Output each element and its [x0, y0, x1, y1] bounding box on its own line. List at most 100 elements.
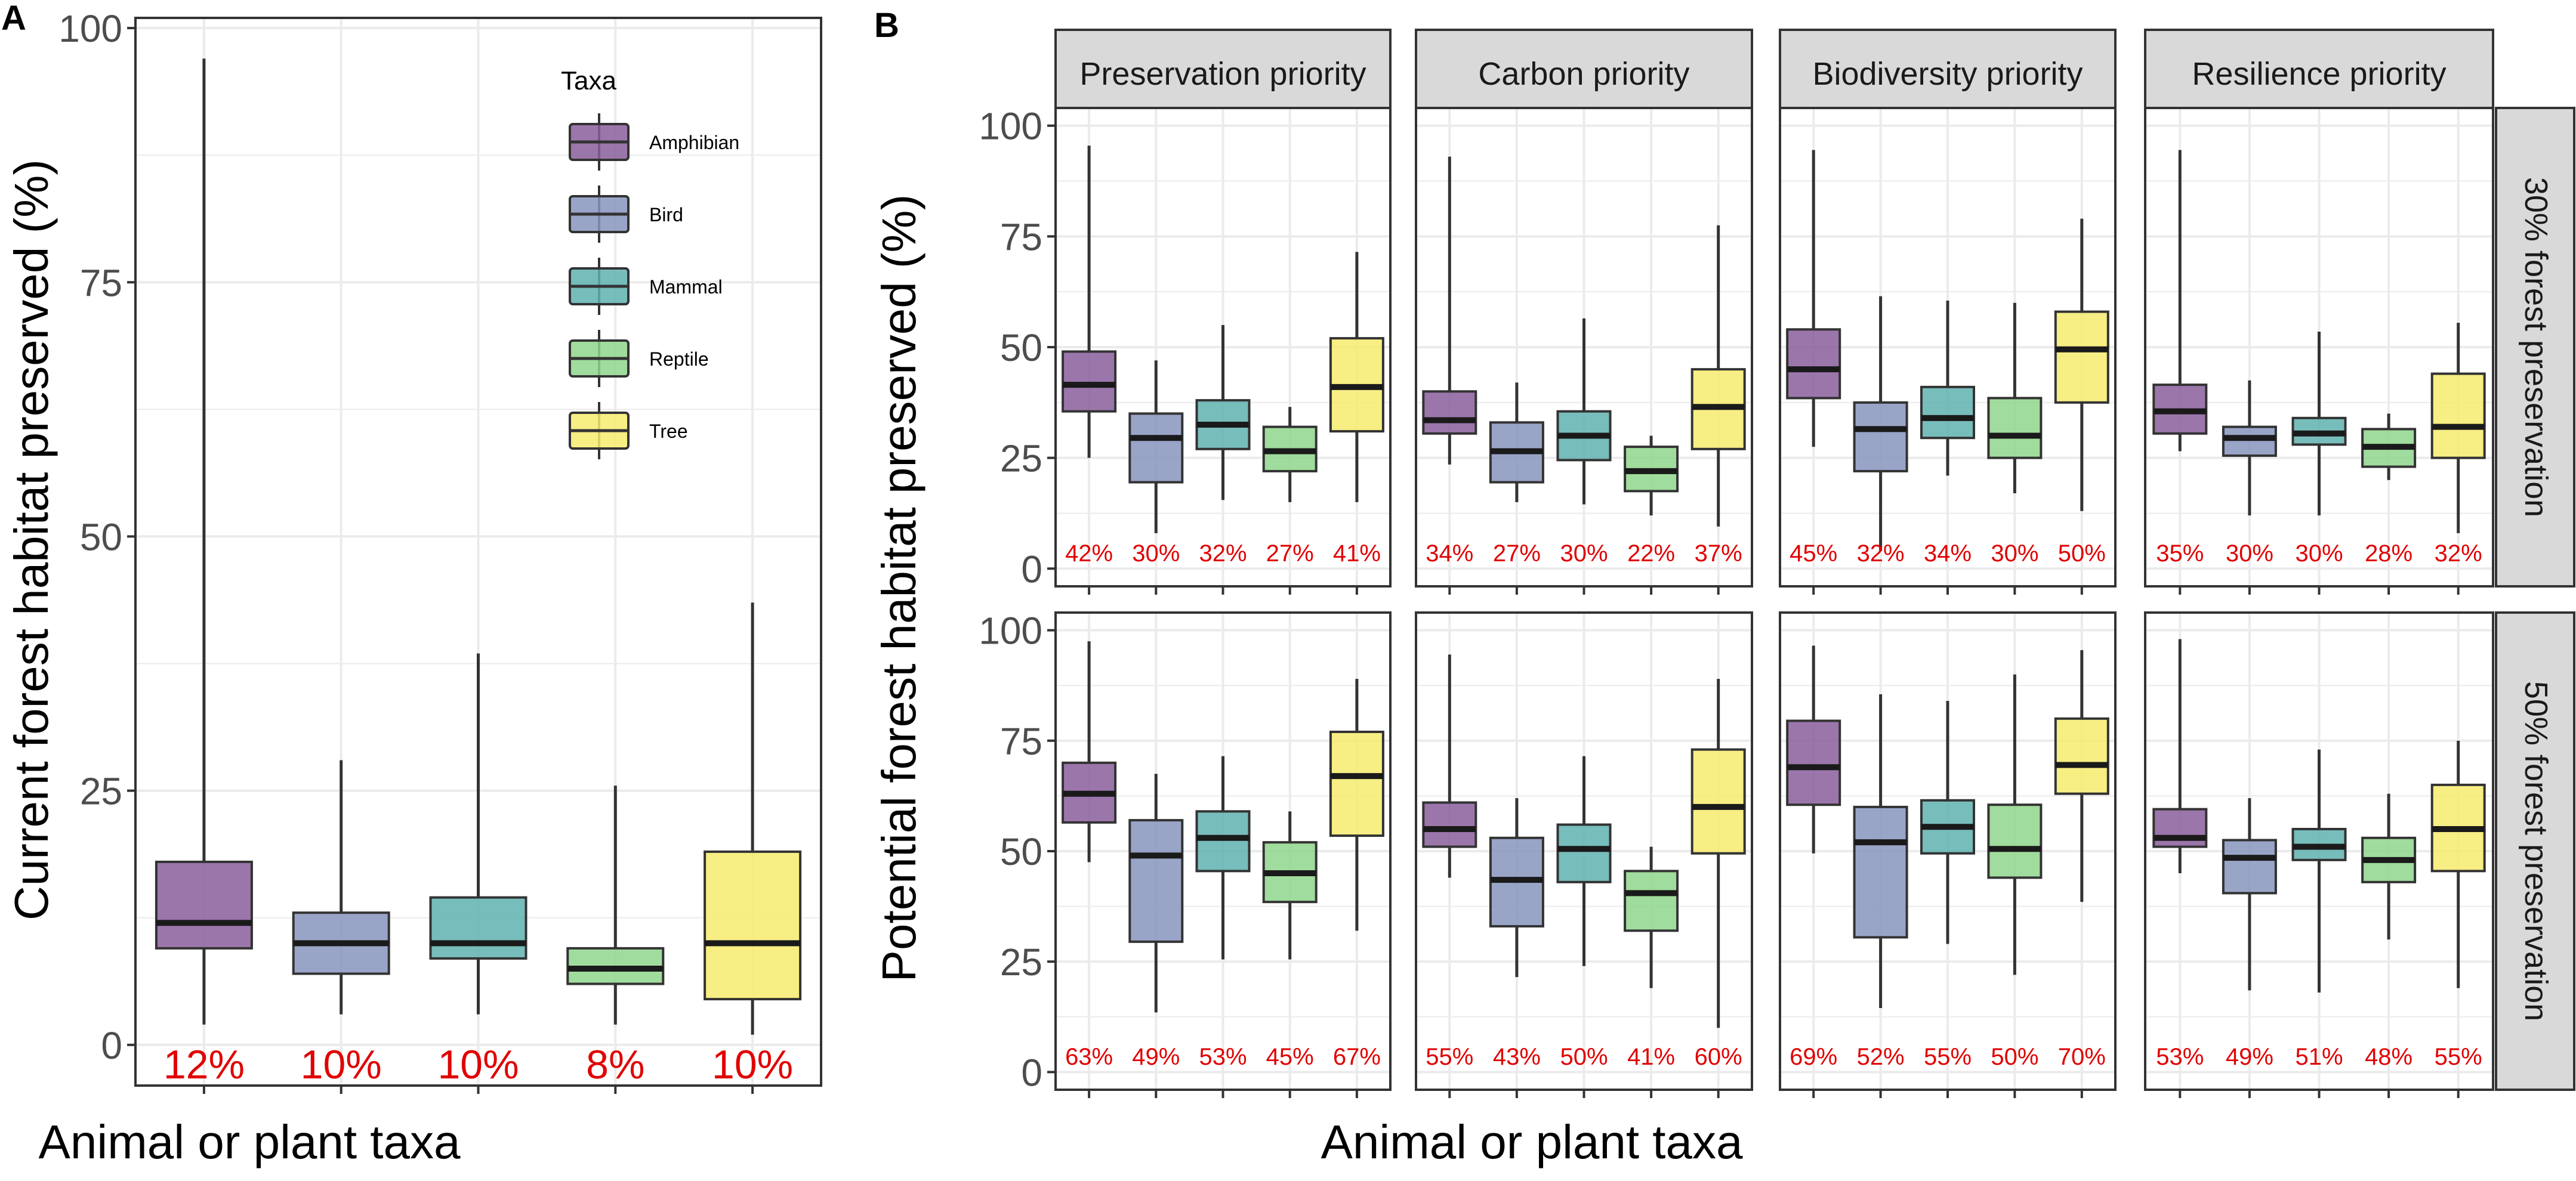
row-strip-label-2: 50% forest preservation [2518, 681, 2554, 1021]
facet-r1-c3-mammal-box [1920, 385, 1975, 440]
facet-r2-c4-bird-box [2222, 839, 2277, 895]
facet-r2-c2-bird-median-label: 43% [1493, 1044, 1541, 1070]
column-strip-label-1: Preservation priority [1079, 56, 1366, 92]
facet-r2-c4-panel-border [2144, 611, 2494, 1091]
column-strip-4 [2144, 29, 2494, 109]
panel-a-bird-median-label: 10% [301, 1042, 382, 1087]
facet-r1-c3-bird-median-label: 32% [1857, 540, 1905, 567]
facet-r2-c2-reptile-median-label: 41% [1627, 1044, 1675, 1070]
facet-r2-c1-tree-box [1329, 731, 1384, 837]
facet-panel-r1-c1: 42% 30% 32% 27% 41% 0 25 50 75 100 [979, 105, 1392, 595]
panel-a-x-axis-title: Animal or plant taxa [38, 1115, 461, 1168]
legend-bird-label: Bird [649, 204, 683, 225]
facet-r2-c4-reptile-median-label: 48% [2365, 1044, 2413, 1070]
facet-r1-c3-reptile-median-label: 30% [1991, 540, 2038, 567]
facet-r2-c2-tree-box [1690, 748, 1746, 855]
facet-r2-c3-mammal-median-label: 55% [1924, 1044, 1972, 1070]
facet-r1-c2-amphibian-box [1422, 390, 1477, 435]
row-strip-1 [2495, 107, 2575, 588]
column-strip-3 [1779, 29, 2117, 109]
facet-r2-c2-panel-border [1415, 611, 1753, 1091]
facet-r2-c1-mammal-box [1195, 810, 1251, 873]
panel-a-y-axis-title: Current forest habitat preserved (%) [5, 159, 58, 920]
panel-a-reptile-median-label: 8% [586, 1042, 644, 1087]
facet-r2-c1-mammal-median-label: 53% [1199, 1044, 1247, 1070]
column-strip-1 [1054, 29, 1392, 109]
facet-r1-c3-reptile-box [1987, 397, 2043, 459]
facet-r2-c1-y-tick-label: 25 [1000, 941, 1042, 984]
facet-r2-c4-bird-median-label: 49% [2226, 1044, 2273, 1070]
facet-r1-c1-y-tick-label: 50 [1000, 326, 1042, 369]
facet-r1-c2-panel-border [1415, 107, 1753, 588]
panel-a-mammal-median-label: 10% [437, 1042, 519, 1087]
column-strip-label-4: Resilience priority [2192, 56, 2446, 92]
facet-r1-c3-mammal-median-label: 34% [1924, 540, 1972, 567]
panel-a-legend: Taxa Amphibian Bird Mammal Reptile Tree [561, 66, 739, 459]
legend-title: Taxa [561, 66, 616, 95]
facet-r2-c3-tree-box [2054, 717, 2109, 795]
facet-r1-c4-panel-border [2144, 107, 2494, 588]
panel-a-tree-median-label: 10% [712, 1042, 793, 1087]
facet-r1-c2-bird-median-label: 27% [1493, 540, 1541, 567]
row-strip-label-1: 30% forest preservation [2518, 177, 2554, 517]
facet-r1-c2-tree-median-label: 37% [1695, 540, 1742, 567]
facet-r1-c2-mammal-median-label: 30% [1560, 540, 1608, 567]
facet-r1-c4-tree-median-label: 32% [2435, 540, 2482, 567]
facet-r2-c3-bird-box [1853, 805, 1908, 939]
facet-r1-c1-bird-median-label: 30% [1132, 540, 1180, 567]
facet-r2-c3-amphibian-median-label: 69% [1790, 1044, 1837, 1070]
facet-r1-c1-mammal-median-label: 32% [1199, 540, 1247, 567]
facet-r2-c3-tree-median-label: 70% [2058, 1044, 2106, 1070]
facet-r2-c4-amphibian-box [2152, 808, 2208, 848]
facet-r1-c4-reptile-median-label: 28% [2365, 540, 2413, 567]
facet-r2-c2-tree-median-label: 60% [1695, 1044, 1742, 1070]
facet-r1-c2-amphibian-median-label: 34% [1426, 540, 1473, 567]
facet-r2-c4-tree-median-label: 55% [2435, 1044, 2482, 1070]
facet-r2-c1-amphibian-median-label: 63% [1065, 1044, 1113, 1070]
panel-a-mammal-box [429, 896, 527, 960]
facet-r2-c1-reptile-median-label: 45% [1266, 1044, 1314, 1070]
facet-r2-c3-bird-median-label: 52% [1857, 1044, 1905, 1070]
panel-a-panel-border [134, 17, 822, 1087]
facet-r1-c3-panel-border [1779, 107, 2117, 588]
facet-panel-r1-c4: 35% 30% 30% 28% 32% [2144, 107, 2494, 595]
facet-r2-c3-amphibian-box [1786, 719, 1841, 806]
column-strip-label-3: Biodiversity priority [1812, 56, 2083, 92]
facet-r1-c3-tree-median-label: 50% [2058, 540, 2106, 567]
panel-a-amphibian-median-label: 12% [163, 1042, 245, 1087]
facet-r1-c3-amphibian-box [1786, 328, 1841, 400]
facet-panel-r2-c1: 63% 49% 53% 45% 67% 0 25 50 75 100 [979, 610, 1392, 1098]
panel-a-letter: A [1, 0, 26, 38]
facet-r1-c1-y-tick-label: 75 [1000, 215, 1042, 258]
facet-panel-r2-c4: 53% 49% 51% 48% 55% [2144, 611, 2494, 1098]
facet-r1-c3-bird-box [1853, 401, 1908, 472]
panel-a-tree-box [704, 850, 802, 1001]
facet-r2-c2-amphibian-median-label: 55% [1426, 1044, 1473, 1070]
facet-r1-c4-bird-median-label: 30% [2226, 540, 2273, 567]
panel-a-boxplot: 12% 10% 10% 8% 10% 0 25 50 75 100 Taxa Amphibian Bir… [58, 7, 822, 1094]
facet-r2-c3-reptile-median-label: 50% [1991, 1044, 2038, 1070]
panel-a-y-tick-label: 50 [80, 515, 122, 558]
panel-b-letter: B [874, 6, 899, 45]
panel-a-y-tick-label: 100 [58, 7, 122, 50]
facet-r2-c1-tree-median-label: 67% [1333, 1044, 1381, 1070]
facet-r1-c2-reptile-median-label: 22% [1627, 540, 1675, 567]
legend-reptile-label: Reptile [649, 348, 709, 370]
facet-r2-c4-mammal-median-label: 51% [2295, 1044, 2343, 1070]
facet-r2-c2-amphibian-box [1422, 801, 1477, 848]
row-strip-2 [2495, 611, 2575, 1091]
facet-r1-c1-y-tick-label: 100 [979, 105, 1042, 148]
facet-r1-c1-y-tick-label: 25 [1000, 437, 1042, 480]
column-strip-label-2: Carbon priority [1478, 56, 1689, 92]
facet-r1-c4-amphibian-median-label: 35% [2156, 540, 2204, 567]
facet-r1-c1-amphibian-median-label: 42% [1065, 540, 1113, 567]
facet-r1-c1-tree-median-label: 41% [1333, 540, 1381, 567]
facet-r1-c1-bird-box [1128, 412, 1184, 484]
facet-r1-c4-mammal-median-label: 30% [2295, 540, 2343, 567]
facet-panel-r2-c2: 55% 43% 50% 41% 60% [1415, 611, 1753, 1098]
panel-b-x-axis-title: Animal or plant taxa [1321, 1115, 1743, 1168]
panel-b-facet-grid: Preservation priority Carbon priority Biod… [979, 29, 2575, 1098]
facet-r1-c4-tree-box [2430, 372, 2486, 459]
legend-mammal-label: Mammal [649, 276, 723, 298]
